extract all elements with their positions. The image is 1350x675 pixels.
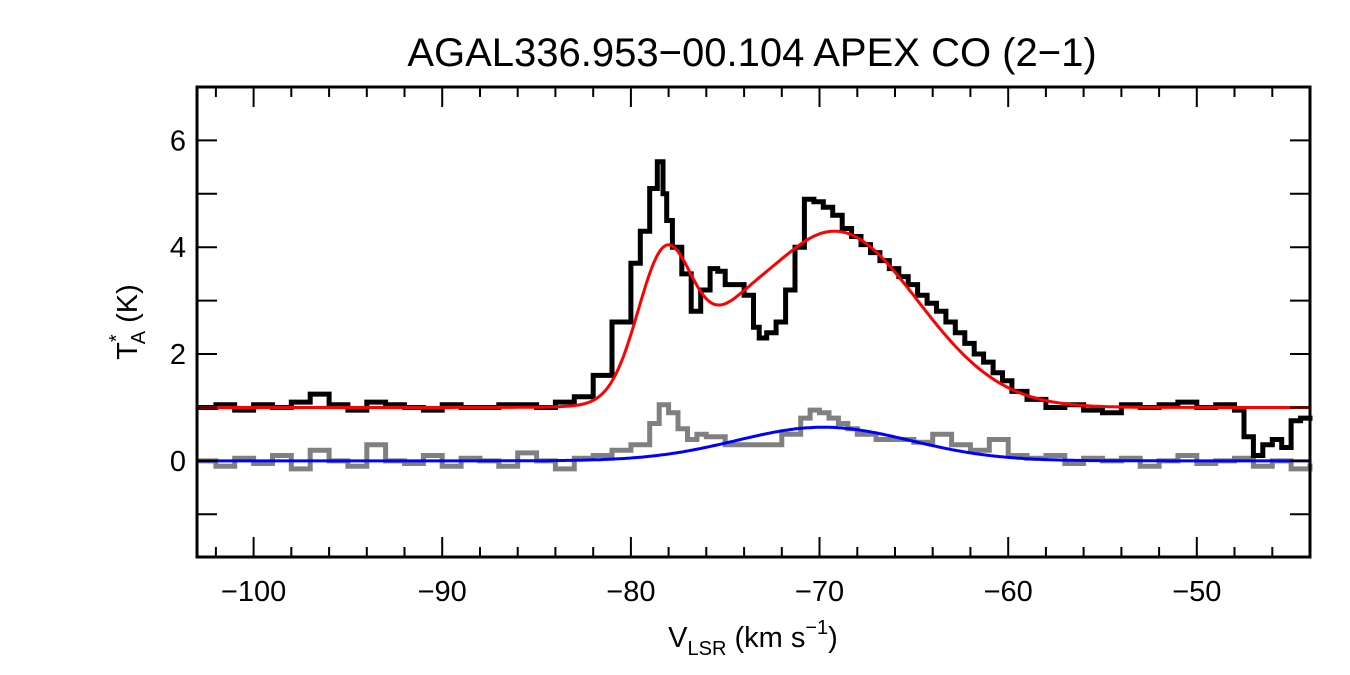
x-label-superscript: −1 bbox=[805, 617, 828, 639]
fit-line-2 bbox=[197, 229, 1310, 409]
x-axis-label: VLSR (km s−1) bbox=[668, 617, 838, 660]
x-tick-label: −50 bbox=[1172, 576, 1221, 608]
y-tick-label: 4 bbox=[170, 232, 186, 264]
x-label-end: ) bbox=[828, 622, 838, 654]
y-label-rest: (K) bbox=[112, 284, 144, 331]
series-line-0 bbox=[197, 159, 1313, 458]
y-tick-label: 6 bbox=[170, 125, 186, 157]
x-label-subscript: LSR bbox=[688, 638, 727, 660]
x-tick-label: −90 bbox=[418, 576, 467, 608]
x-tick-label: −60 bbox=[984, 576, 1033, 608]
x-tick-label: −70 bbox=[795, 576, 844, 608]
x-label-main: V bbox=[668, 622, 688, 654]
y-tick-label: 2 bbox=[170, 339, 186, 371]
chart-title: AGAL336.953−00.104 APEX CO (2−1) bbox=[407, 31, 1096, 75]
y-axis-label: T*A (K) bbox=[106, 284, 150, 360]
y-label-subscript: A bbox=[128, 330, 150, 344]
tick-labels: −100 −90 −80 −70 −60 −50 0 2 4 6 bbox=[170, 125, 1222, 608]
x-tick-label: −80 bbox=[606, 576, 655, 608]
plot-area bbox=[197, 159, 1313, 472]
axis-ticks bbox=[197, 87, 1311, 557]
x-label-rest: (km s bbox=[726, 622, 805, 654]
x-tick-label: −100 bbox=[221, 576, 286, 608]
y-label-superscript: * bbox=[106, 334, 128, 342]
y-label-main: T bbox=[112, 342, 144, 360]
y-tick-label: 0 bbox=[170, 446, 186, 478]
fit-line-3 bbox=[197, 425, 1310, 463]
plot-frame bbox=[195, 85, 1312, 559]
